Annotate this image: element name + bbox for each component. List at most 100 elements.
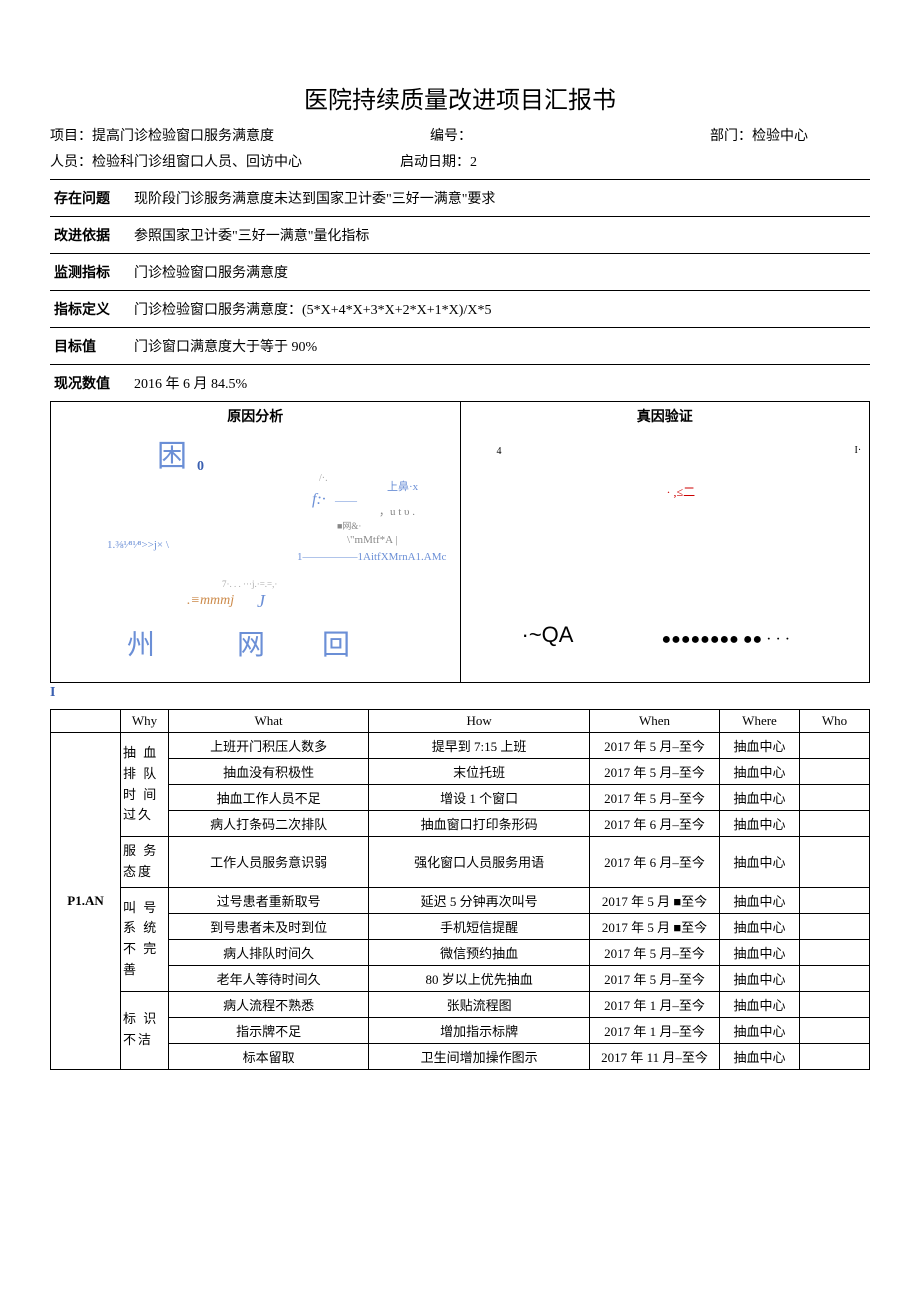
info-key: 改进依据 [50, 217, 130, 254]
diagram-fragment: I· [855, 446, 862, 456]
plan-where: 抽血中心 [720, 837, 800, 888]
diagram-fragment: ，u t υ . [379, 507, 415, 518]
plan-col-header: Who [800, 710, 870, 733]
plan-what: 病人流程不熟悉 [169, 991, 369, 1017]
page-title: 医院持续质量改进项目汇报书 [50, 80, 870, 115]
plan-how: 80 岁以上优先抽血 [369, 965, 590, 991]
plan-col-header: What [169, 710, 369, 733]
plan-where: 抽血中心 [720, 759, 800, 785]
info-value: 参照国家卫计委"三好一满意"量化指标 [130, 217, 870, 254]
plan-how: 卫生间增加操作图示 [369, 1043, 590, 1069]
diagram-fragment: 困 [157, 442, 187, 472]
plan-what: 抽血没有积极性 [169, 759, 369, 785]
info-key: 存在问题 [50, 180, 130, 217]
cause-verify-body: 4I·· ,≤二·~QA●●●●●●●● ●● · · · [467, 432, 864, 662]
plan-what: 病人打条码二次排队 [169, 811, 369, 837]
plan-col-header: Why [121, 710, 169, 733]
plan-col-header: How [369, 710, 590, 733]
plan-where: 抽血中心 [720, 887, 800, 913]
plan-when: 2017 年 1 月–至今 [590, 991, 720, 1017]
plan-when: 2017 年 5 月 ■至今 [590, 887, 720, 913]
dept-label: 部门： [710, 129, 752, 144]
diagram-fragment: 0 [197, 460, 204, 474]
diagram-fragment: 上鼻·x [387, 482, 418, 493]
plan-who [800, 1017, 870, 1043]
project-label: 项目： [50, 129, 92, 144]
info-table: 存在问题现阶段门诊服务满意度未达到国家卫计委"三好一满意"要求改进依据参照国家卫… [50, 179, 870, 402]
diagram-fragment: \"mMtf*A | [347, 535, 397, 546]
plan-when: 2017 年 6 月–至今 [590, 811, 720, 837]
plan-why: 抽 血 排 队 时 间 过久 [121, 733, 169, 837]
diagram-wrap: 原因分析 困0 上鼻·x f:· /·. —— ，u t υ . ■网&· \"mMtf*A … [50, 402, 870, 683]
plan-who [800, 913, 870, 939]
staff-value: 检验科门诊组窗口人员、回访中心 [92, 155, 302, 170]
plan-section-header [51, 710, 121, 733]
header-row-1: 项目：提高门诊检验窗口服务满意度 编号： 部门：检验中心 [50, 125, 870, 145]
diagram-fragment: —— [335, 496, 357, 507]
staff-label: 人员： [50, 155, 92, 170]
plan-who [800, 811, 870, 837]
info-key: 指标定义 [50, 291, 130, 328]
plan-when: 2017 年 11 月–至今 [590, 1043, 720, 1069]
info-key: 监测指标 [50, 254, 130, 291]
cause-analysis-title: 原因分析 [57, 406, 454, 426]
plan-where: 抽血中心 [720, 939, 800, 965]
project-value: 提高门诊检验窗口服务满意度 [92, 129, 274, 144]
plan-when: 2017 年 5 月–至今 [590, 785, 720, 811]
info-value: 门诊检验窗口服务满意度 [130, 254, 870, 291]
plan-what: 工作人员服务意识弱 [169, 837, 369, 888]
plan-why: 叫 号 系 统 不 完 善 [121, 887, 169, 991]
plan-where: 抽血中心 [720, 1043, 800, 1069]
plan-col-header: Where [720, 710, 800, 733]
diagram-fragment: 4 [497, 447, 502, 457]
diagram-fragment: /·. [319, 474, 328, 484]
diagram-fragment: 网 [237, 632, 265, 660]
plan-how: 抽血窗口打印条形码 [369, 811, 590, 837]
code-label: 编号： [430, 129, 472, 144]
header-row-2: 人员：检验科门诊组窗口人员、回访中心 启动日期：2 [50, 151, 870, 171]
plan-how: 末位托班 [369, 759, 590, 785]
plan-how: 增设 1 个窗口 [369, 785, 590, 811]
plan-how: 延迟 5 分钟再次叫号 [369, 887, 590, 913]
plan-why: 标 识 不洁 [121, 991, 169, 1069]
plan-when: 2017 年 5 月–至今 [590, 759, 720, 785]
plan-who [800, 1043, 870, 1069]
cause-verify-title: 真因验证 [467, 406, 864, 426]
start-label: 启动日期： [400, 155, 470, 170]
footer-mark: I [50, 683, 870, 709]
plan-what: 标本留取 [169, 1043, 369, 1069]
plan-what: 抽血工作人员不足 [169, 785, 369, 811]
diagram-fragment: 州 [127, 632, 155, 660]
plan-table: WhyWhatHowWhenWhereWho P1.AN抽 血 排 队 时 间 … [50, 709, 870, 1070]
diagram-fragment: 1—————1AitfXMrnA1.AMc [297, 552, 446, 563]
plan-section-label: P1.AN [51, 733, 121, 1070]
plan-when: 2017 年 6 月–至今 [590, 837, 720, 888]
diagram-fragment: ■网&· [337, 522, 361, 531]
plan-where: 抽血中心 [720, 733, 800, 759]
plan-how: 增加指示标牌 [369, 1017, 590, 1043]
plan-what: 上班开门积压人数多 [169, 733, 369, 759]
diagram-fragment: 回 [322, 632, 350, 660]
info-key: 目标值 [50, 328, 130, 365]
info-value: 现阶段门诊服务满意度未达到国家卫计委"三好一满意"要求 [130, 180, 870, 217]
plan-when: 2017 年 5 月–至今 [590, 965, 720, 991]
plan-where: 抽血中心 [720, 1017, 800, 1043]
diagram-fragment: f:· [312, 492, 326, 508]
plan-when: 2017 年 5 月 ■至今 [590, 913, 720, 939]
plan-who [800, 759, 870, 785]
diagram-fragment: 1.⅜¹⁄⁸¹⁄⁸>>j× \ [107, 540, 169, 551]
plan-when: 2017 年 5 月–至今 [590, 733, 720, 759]
plan-who [800, 939, 870, 965]
dept-value: 检验中心 [752, 129, 808, 144]
plan-col-header: When [590, 710, 720, 733]
plan-where: 抽血中心 [720, 991, 800, 1017]
info-value: 门诊检验窗口服务满意度：(5*X+4*X+3*X+2*X+1*X)/X*5 [130, 291, 870, 328]
plan-how: 强化窗口人员服务用语 [369, 837, 590, 888]
diagram-fragment: 7·. . . ···j.·=.=,· [222, 580, 277, 589]
plan-where: 抽血中心 [720, 785, 800, 811]
info-key: 现况数值 [50, 365, 130, 402]
diagram-fragment: · ,≤二 [667, 486, 696, 498]
plan-why: 服 务 态度 [121, 837, 169, 888]
plan-who [800, 785, 870, 811]
plan-where: 抽血中心 [720, 965, 800, 991]
